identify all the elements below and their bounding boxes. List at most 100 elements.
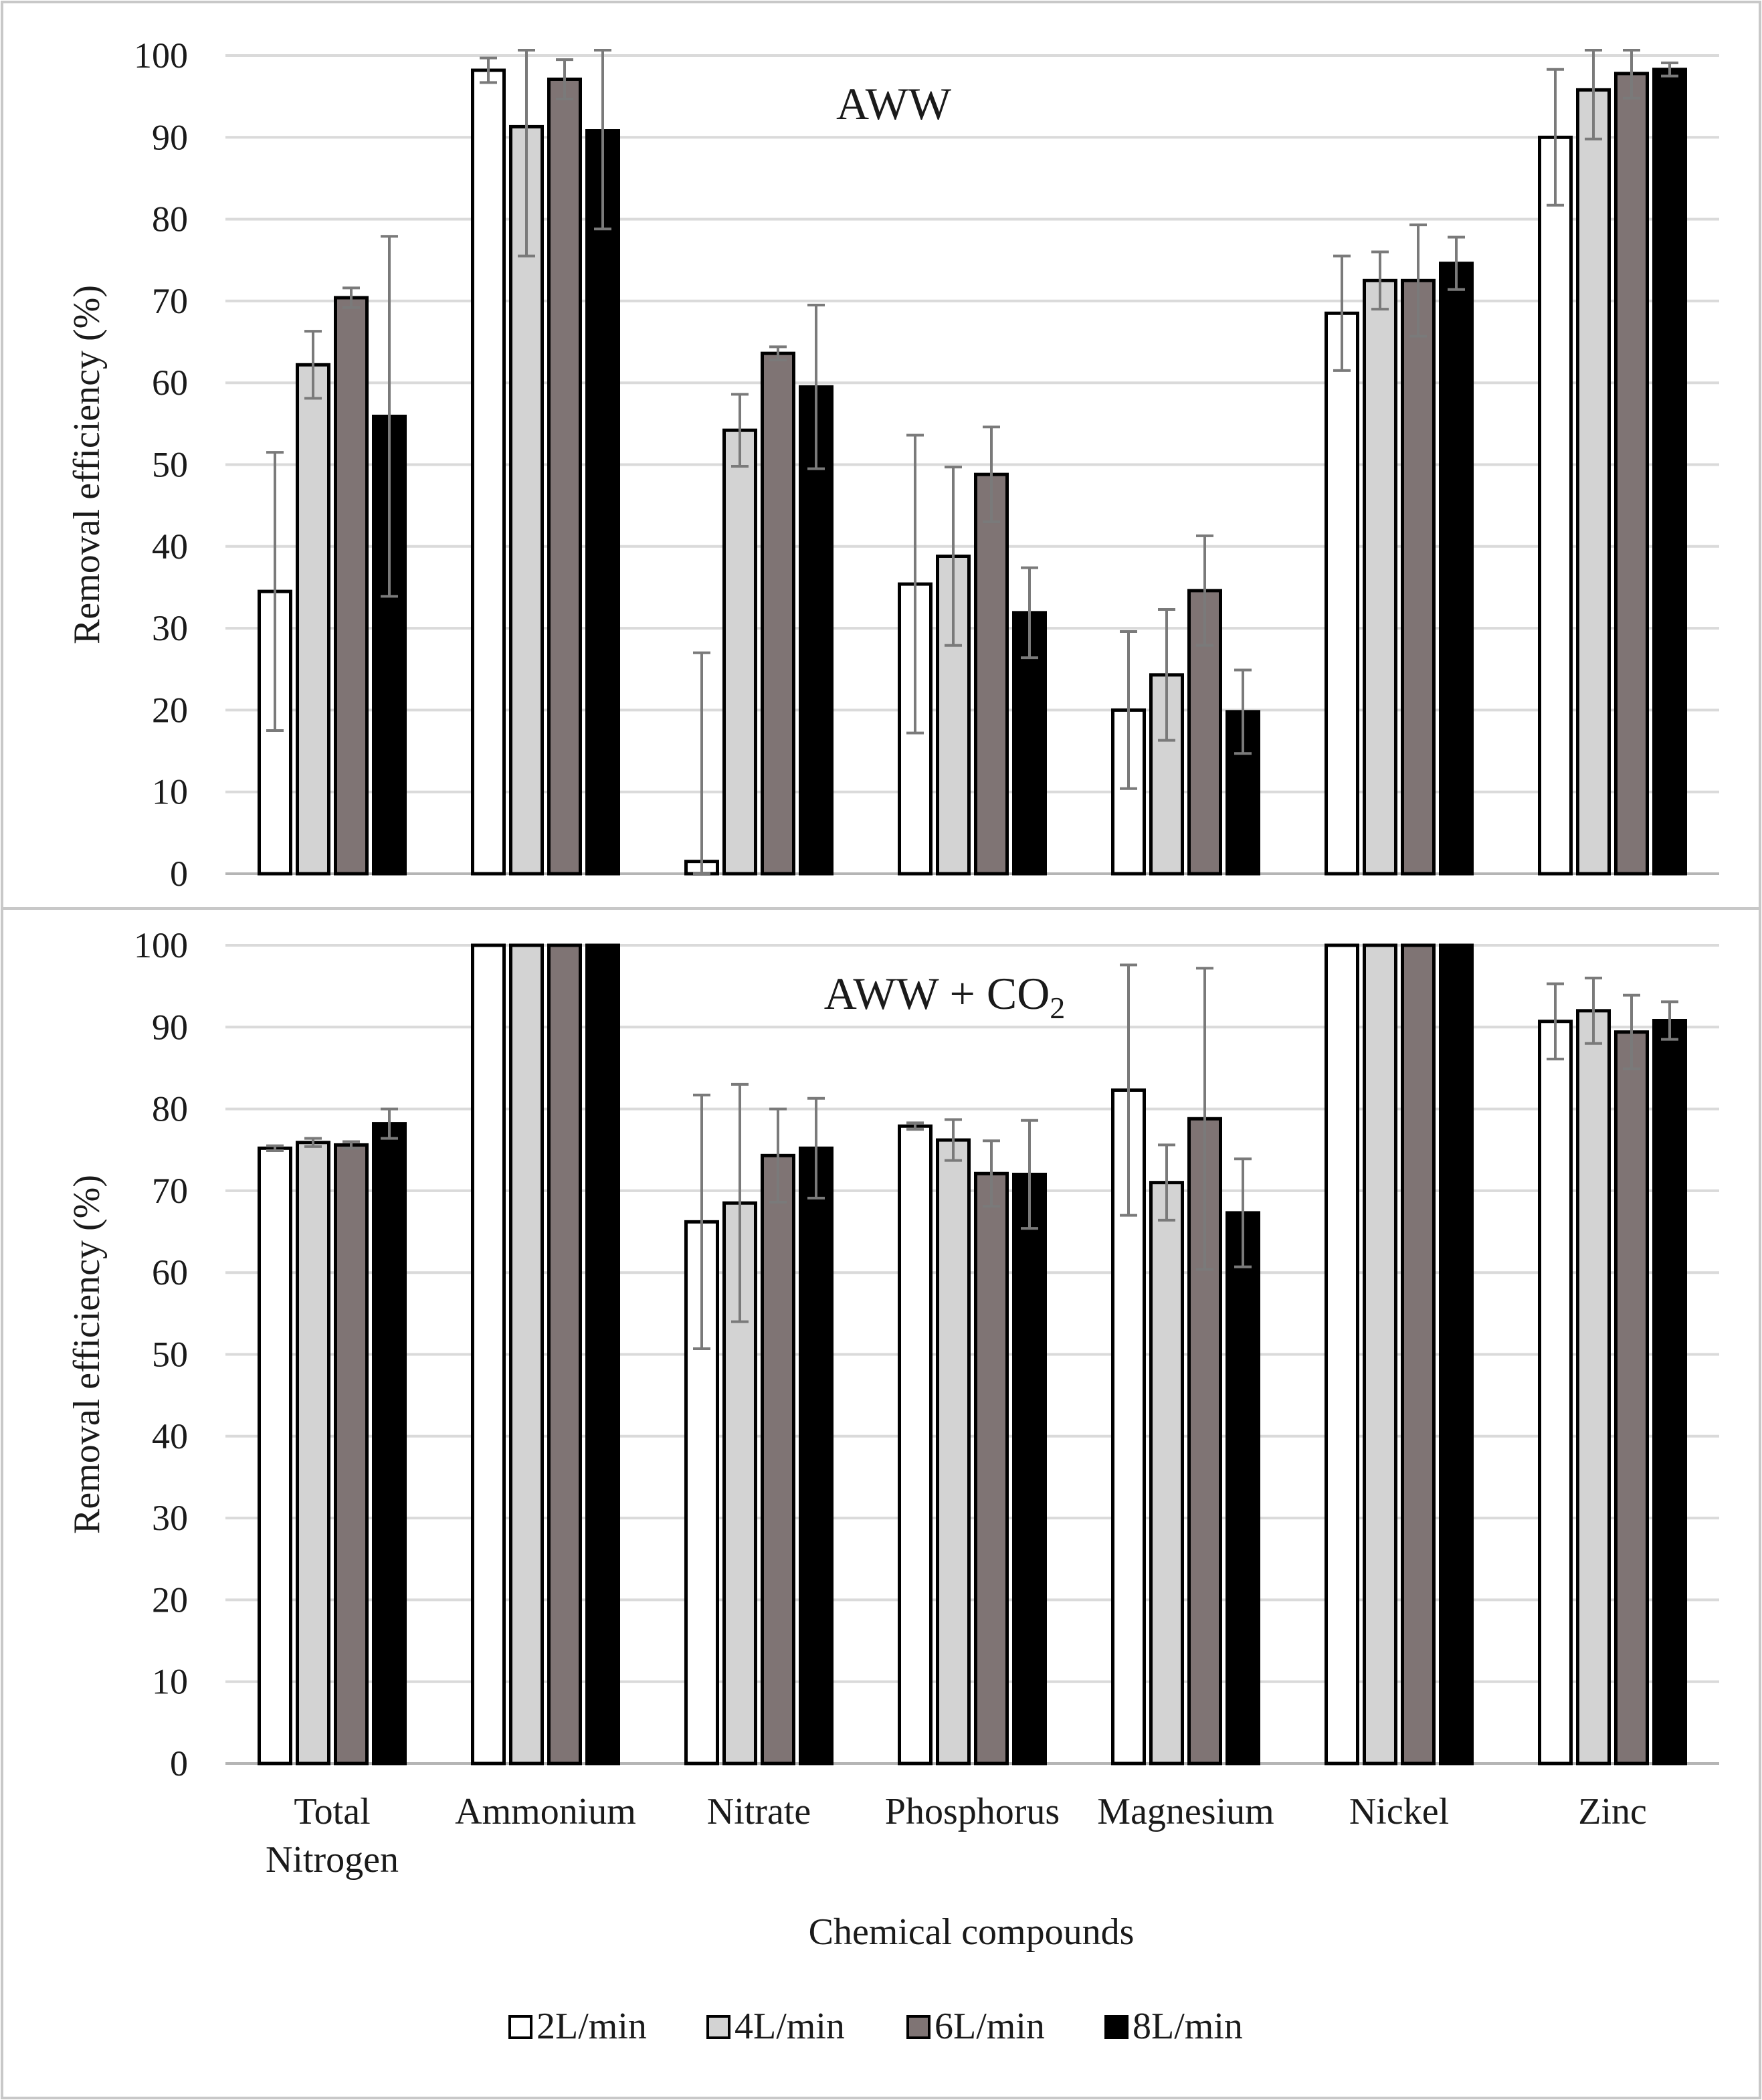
bar-total-nitrogen-4l-min [296,363,330,876]
error-bar-zinc-4l-min [1585,49,1602,140]
error-bar-total-nitrogen-8l-min [381,235,398,598]
error-bar-nickel-2l-min [1333,254,1351,372]
bar-phosphorus-6l-min [974,472,1009,876]
panel-aww-co2: 0 10 20 30 40 50 60 70 80 90 100 Removal efficiency… [66,925,1719,1881]
error-bar-nickel-6l-min [1409,223,1427,338]
panel-title: AWW [836,78,952,129]
y-tick-label-40: 40 [152,527,188,567]
panel-title-subscript: 2 [1050,991,1065,1025]
bar-ammonium-2l-min [471,68,506,876]
error-bar-magnesium-4l-min [1158,1143,1175,1222]
error-bar-nitrate-6l-min [769,345,787,361]
panel-title-text: AWW [836,78,952,129]
y-tick-label-30: 30 [152,608,188,648]
error-bar-nitrate-4l-min [731,1082,749,1323]
bar-ammonium-8l-min [585,129,620,876]
legend-item-6l-min: 6L/min [906,2006,1045,2047]
bar-phosphorus-6l-min [974,1171,1009,1765]
error-bar-zinc-2l-min [1547,982,1564,1060]
x-tick-label-zinc: Zinc [1578,1791,1647,1832]
error-bar-zinc-8l-min [1661,1000,1678,1041]
error-bar-zinc-4l-min [1585,976,1602,1045]
error-bar-nitrate-2l-min [693,651,710,875]
bar-phosphorus-8l-min [1012,1172,1047,1765]
bar-total-nitrogen-4l-min [296,1141,330,1765]
error-bar-total-nitrogen-2l-min [266,451,284,732]
error-bar-phosphorus-4l-min [945,1118,962,1162]
y-tick-label-0: 0 [170,854,188,894]
x-tick-label-nitrate: Nitrate [707,1791,811,1832]
legend-swatch-2l-min [508,2015,532,2039]
bar-nitrate-6l-min [761,351,795,876]
legend: 2L/min 4L/min 6L/min 8L/min [508,2006,1243,2047]
legend-label-4l-min: 4L/min [735,2006,845,2047]
error-bar-nitrate-4l-min [731,393,749,468]
error-bar-magnesium-6l-min [1196,534,1213,647]
y-tick-label-90: 90 [152,117,188,157]
bar-phosphorus-2l-min [898,1124,933,1765]
y-tick-label-60: 60 [152,1252,188,1293]
legend-swatch-4l-min [706,2015,730,2039]
y-tick-label-80: 80 [152,199,188,240]
x-tick-label-ammonium: Ammonium [455,1791,636,1832]
error-bar-nitrate-6l-min [769,1107,787,1204]
bar-nickel-4l-min [1363,943,1397,1765]
bar-nickel-4l-min [1363,278,1397,876]
bar-nickel-2l-min [1325,311,1359,876]
error-bar-zinc-2l-min [1547,68,1564,207]
legend-label-8l-min: 8L/min [1133,2006,1243,2047]
error-bar-phosphorus-2l-min [906,434,924,735]
error-bar-phosphorus-4l-min [945,466,962,647]
bar-nickel-6l-min [1401,278,1436,876]
y-tick-label-30: 30 [152,1498,188,1538]
bar-total-nitrogen-6l-min [334,296,369,876]
error-bar-phosphorus-2l-min [906,1121,924,1131]
bar-nickel-6l-min [1401,943,1436,1765]
error-bar-magnesium-8l-min [1234,1157,1252,1268]
legend-item-8l-min: 8L/min [1104,2006,1243,2047]
panel-aww: 0 10 20 30 40 50 60 70 80 90 100 Removal efficiency… [66,35,1719,894]
bar-ammonium-8l-min [585,943,620,1765]
error-bar-zinc-6l-min [1623,49,1640,100]
y-axis-title: Removal efficiency (%) [66,1175,108,1534]
bar-zinc-8l-min [1652,68,1687,876]
error-bar-nitrate-2l-min [693,1093,710,1350]
error-bar-magnesium-8l-min [1234,668,1252,755]
legend-item-4l-min: 4L/min [706,2006,845,2047]
bar-nickel-2l-min [1325,943,1359,1765]
bar-nitrate-4l-min [722,428,757,876]
x-tick-label-phosphorus: Phosphorus [885,1791,1060,1832]
error-bar-total-nitrogen-8l-min [381,1107,398,1140]
bar-zinc-4l-min [1576,1009,1611,1765]
bar-nitrate-6l-min [761,1153,795,1765]
y-tick-label-50: 50 [152,445,188,485]
error-bar-total-nitrogen-2l-min [266,1144,284,1152]
y-tick-label-100: 100 [134,925,188,965]
panel-title-text: AWW + CO [824,968,1050,1019]
y-tick-label-60: 60 [152,363,188,403]
error-bar-ammonium-6l-min [556,58,573,100]
bar-magnesium-4l-min [1149,1181,1184,1765]
x-tick-label-total-nitrogen: Total Nitrogen [266,1791,399,1881]
bar-nitrate-8l-min [799,1146,834,1765]
bar-phosphorus-4l-min [936,1138,971,1765]
bar-zinc-2l-min [1538,135,1573,876]
y-tick-label-70: 70 [152,281,188,321]
error-bar-ammonium-2l-min [480,56,497,84]
y-tick-label-50: 50 [152,1335,188,1375]
y-axis-title: Removal efficiency (%) [66,285,108,644]
error-bar-ammonium-8l-min [594,49,611,231]
error-bar-ammonium-4l-min [518,49,535,258]
y-tick-label-90: 90 [152,1007,188,1047]
panel-title: AWW + CO2 [824,968,1066,1025]
error-bar-zinc-8l-min [1661,62,1678,78]
error-bar-zinc-6l-min [1623,993,1640,1070]
error-bar-magnesium-4l-min [1158,607,1175,742]
y-tick-label-70: 70 [152,1171,188,1211]
error-bar-phosphorus-6l-min [983,425,1000,524]
y-tick-label-100: 100 [134,35,188,76]
x-tick-label-magnesium: Magnesium [1097,1791,1274,1832]
